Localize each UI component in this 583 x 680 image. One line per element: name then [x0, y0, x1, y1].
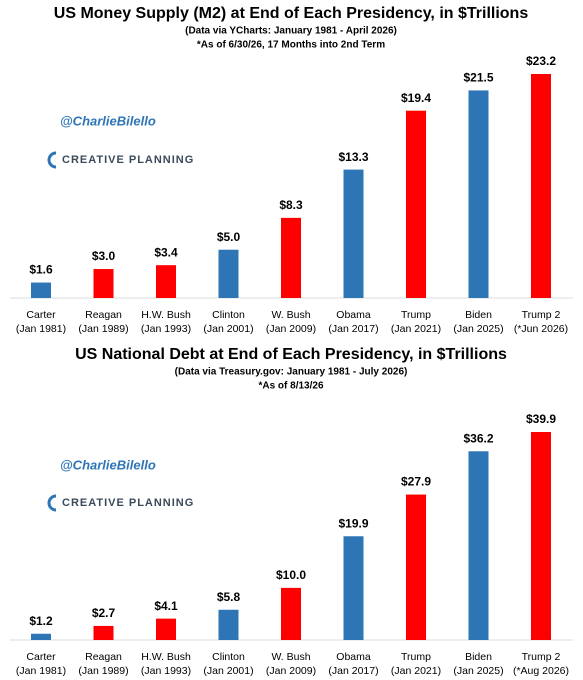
value-label: $5.0 [217, 230, 241, 244]
brand-logo [47, 494, 57, 512]
bar [156, 265, 176, 298]
x-tick-label: Biden [465, 309, 492, 321]
x-tick-label: Clinton [212, 651, 245, 663]
value-label: $3.0 [92, 249, 116, 263]
x-tick-label: Trump 2 [522, 309, 561, 321]
bar [281, 217, 301, 298]
x-tick-label: (Jan 1989) [78, 665, 128, 677]
watermark: @CharlieBilello [60, 113, 156, 128]
x-tick-label: Obama [336, 651, 371, 663]
bar [531, 74, 551, 298]
x-tick-label: (Jan 2021) [391, 665, 441, 677]
x-tick-label: Carter [26, 651, 56, 663]
x-tick-label: H.W. Bush [141, 309, 191, 321]
x-tick-label: Trump [401, 309, 431, 321]
bar [406, 494, 426, 640]
x-tick-label: (Jan 2017) [328, 323, 378, 335]
x-tick-label: (Jan 2025) [453, 665, 503, 677]
x-tick-label: Trump 2 [522, 651, 561, 663]
chart-title: US National Debt at End of Each Presiden… [75, 346, 507, 363]
value-label: $39.9 [526, 412, 556, 426]
bar [93, 625, 114, 640]
x-tick-label: Reagan [85, 651, 122, 663]
bar [281, 587, 301, 640]
value-label: $5.8 [217, 590, 241, 604]
chart-note: *As of 8/13/26 [258, 381, 323, 392]
x-tick-label: (Jan 1981) [16, 323, 66, 335]
x-tick-label: (Jan 2025) [453, 323, 503, 335]
x-tick-label: Trump [401, 651, 431, 663]
x-tick-label: W. Bush [271, 651, 310, 663]
x-tick-label: Clinton [212, 309, 245, 321]
value-label: $4.1 [154, 599, 178, 613]
bar [343, 169, 364, 298]
chart-subtitle: (Data via Treasury.gov: January 1981 - J… [175, 367, 408, 378]
chart-subtitle: (Data via YCharts: January 1981 - April … [185, 26, 397, 37]
brand: CREATIVE PLANNING [62, 154, 194, 166]
bar [468, 90, 489, 299]
brand-logo [47, 151, 57, 169]
brand: CREATIVE PLANNING [62, 497, 194, 509]
bar [156, 618, 176, 640]
value-label: $13.3 [338, 150, 368, 164]
value-label: $19.4 [401, 91, 431, 105]
x-tick-label: (Jan 2009) [266, 323, 316, 335]
value-label: $3.4 [154, 245, 178, 259]
value-label: $2.7 [92, 606, 116, 620]
x-tick-label: Biden [465, 651, 492, 663]
bar [218, 249, 239, 298]
value-label: $23.2 [526, 54, 556, 68]
bar [31, 633, 51, 640]
x-tick-label: (Jan 1989) [78, 323, 128, 335]
x-tick-label: (*Aug 2026) [513, 665, 569, 677]
x-tick-label: (Jan 1993) [141, 665, 191, 677]
x-tick-label: Reagan [85, 309, 122, 321]
x-tick-label: H.W. Bush [141, 651, 191, 663]
x-tick-label: (Jan 2009) [266, 665, 316, 677]
bar [468, 451, 489, 640]
value-label: $8.3 [279, 198, 303, 212]
x-tick-label: (Jan 1993) [141, 323, 191, 335]
x-tick-label: (Jan 2001) [203, 323, 253, 335]
bar [93, 269, 114, 298]
x-tick-label: (Jan 2001) [203, 665, 253, 677]
bar [343, 536, 364, 640]
value-label: $21.5 [463, 71, 493, 85]
x-tick-label: Carter [26, 309, 56, 321]
x-tick-label: (Jan 1981) [16, 665, 66, 677]
bar [531, 432, 551, 640]
x-tick-label: (*Jun 2026) [514, 323, 568, 335]
x-tick-label: (Jan 2017) [328, 665, 378, 677]
value-label: $10.0 [276, 568, 306, 582]
value-label: $19.9 [338, 516, 368, 530]
value-label: $36.2 [463, 431, 493, 445]
watermark: @CharlieBilello [60, 457, 156, 472]
x-tick-label: W. Bush [271, 309, 310, 321]
bar [406, 110, 426, 298]
chart-note: *As of 6/30/26, 17 Months into 2nd Term [197, 40, 385, 51]
bar [218, 609, 239, 640]
x-tick-label: Obama [336, 309, 371, 321]
value-label: $1.6 [29, 263, 53, 277]
chart-title: US Money Supply (M2) at End of Each Pres… [54, 5, 529, 22]
value-label: $27.9 [401, 475, 431, 489]
bar [31, 282, 51, 298]
x-tick-label: (Jan 2021) [391, 323, 441, 335]
value-label: $1.2 [29, 614, 53, 628]
